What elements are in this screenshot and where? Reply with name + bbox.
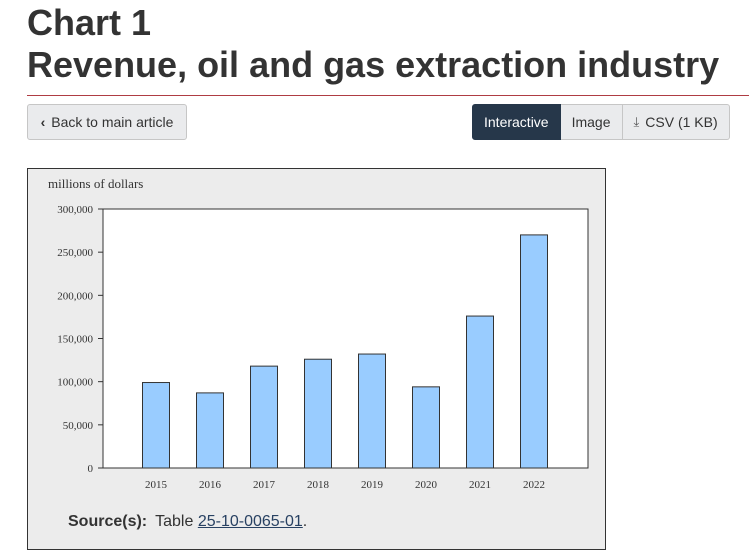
y-tick-label: 50,000: [63, 420, 94, 432]
chart-number-title: Chart 1: [27, 2, 152, 43]
bar-2015: [142, 382, 170, 469]
csv-label: CSV (1 KB): [645, 114, 718, 130]
x-tick-label: 2015: [145, 479, 168, 491]
y-tick-label: 100,000: [57, 377, 93, 389]
y-tick-label: 0: [88, 463, 94, 475]
image-label: Image: [571, 114, 611, 130]
bar-2019: [358, 353, 386, 469]
plot-area: [102, 208, 589, 469]
download-icon: ⤓: [633, 114, 640, 129]
x-tick-label: 2021: [469, 479, 491, 491]
bar-2020: [412, 386, 440, 469]
source-table-link[interactable]: 25-10-0065-01: [197, 513, 303, 530]
bar-2021: [466, 315, 494, 469]
x-tick-label: 2016: [199, 479, 222, 491]
interactive-label: Interactive: [484, 114, 549, 130]
y-tick-label: 200,000: [57, 290, 93, 302]
chevron-left-icon: ‹: [40, 114, 46, 130]
view-switcher: Interactive Image ⤓ CSV (1 KB): [472, 104, 730, 140]
x-tick-label: 2022: [523, 479, 545, 491]
x-tick-label: 2020: [415, 479, 438, 491]
csv-download-button[interactable]: ⤓ CSV (1 KB): [622, 104, 730, 140]
chart-title: Revenue, oil and gas extraction industry: [27, 44, 720, 85]
x-tick-label: 2018: [307, 479, 330, 491]
bar-2022: [520, 234, 548, 469]
bar-chart: millions of dollars 0 50,000 100,000 150,000…: [48, 176, 589, 491]
source-prefix: Table: [155, 513, 194, 530]
title-divider: [27, 95, 749, 96]
source-suffix: .: [302, 513, 308, 530]
y-tick-label: 150,000: [57, 334, 93, 346]
y-axis-unit-label: millions of dollars: [48, 176, 143, 191]
bar-2017: [250, 365, 278, 469]
x-tick-label: 2019: [361, 479, 384, 491]
bar-2016: [196, 392, 224, 469]
y-tick-label: 300,000: [57, 204, 93, 216]
source-label: Source(s):: [68, 513, 148, 530]
back-to-article-button[interactable]: ‹ Back to main article: [27, 104, 187, 140]
x-tick-label: 2017: [253, 479, 276, 491]
source-note: Source(s): Table 25-10-0065-01.: [68, 513, 307, 531]
interactive-view-button[interactable]: Interactive: [472, 104, 561, 140]
back-button-label: Back to main article: [51, 114, 174, 130]
y-tick-label: 250,000: [57, 247, 93, 259]
chart-panel: millions of dollars 0 50,000 100,000 150,000…: [27, 168, 606, 550]
image-view-button[interactable]: Image: [560, 104, 623, 140]
bar-2018: [304, 358, 332, 469]
